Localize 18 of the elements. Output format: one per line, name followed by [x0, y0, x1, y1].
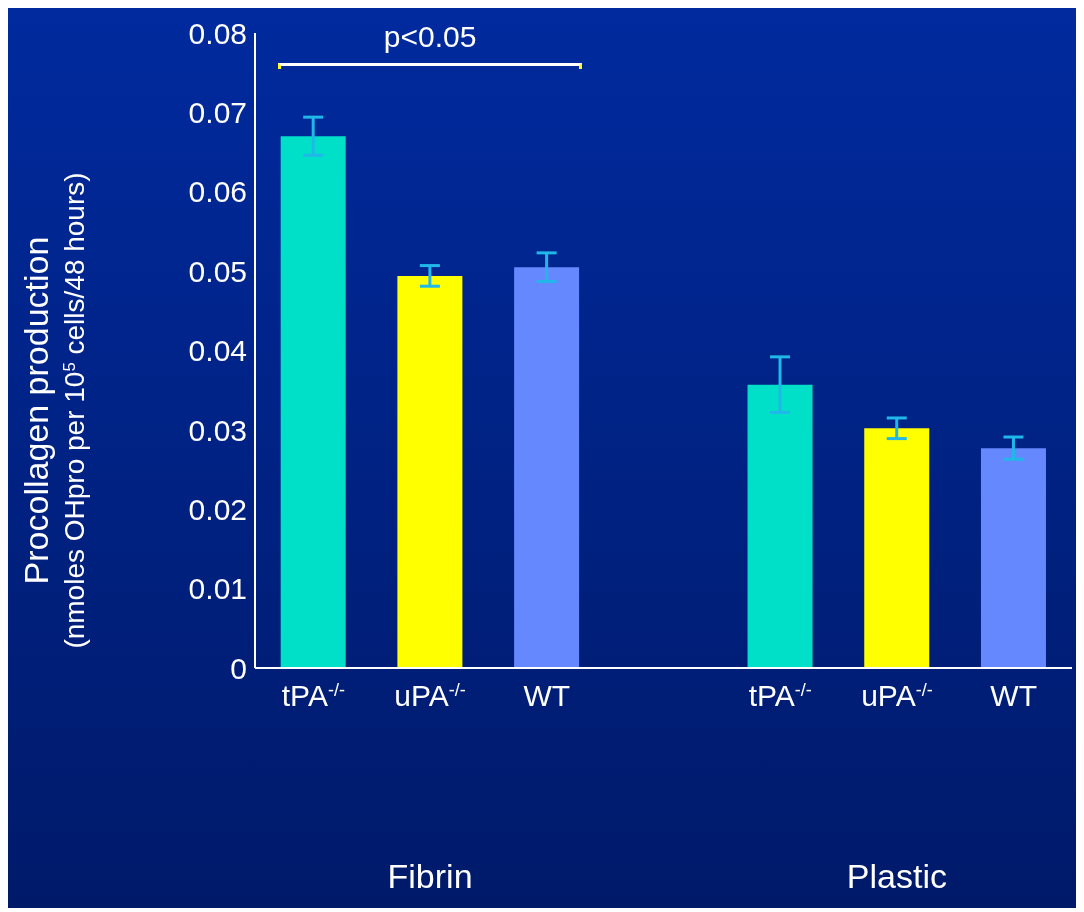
- y-tick-label: 0.06: [188, 175, 247, 209]
- text: Fibrin: [387, 857, 473, 895]
- y-tick-label: 0.02: [188, 492, 247, 526]
- y-tick-label: 0.08: [188, 16, 247, 50]
- x-tick-label: tPA$^{-/-}$: [281, 679, 345, 712]
- x-tick-label: WT: [523, 679, 571, 712]
- y-tick-label: 0.07: [188, 96, 247, 130]
- y-tick-label: 0: [230, 651, 247, 685]
- annotation: p<0.05: [383, 20, 477, 53]
- x-tick-label: tPA$^{-/-}$: [748, 679, 812, 712]
- y-tick-label: 0.03: [188, 413, 247, 447]
- x-tick-label: uPA$^{-/-}$: [861, 679, 933, 712]
- x-tick-label: uPA$^{-/-}$: [394, 679, 466, 712]
- x-tick-label: WT: [990, 679, 1037, 712]
- y-tick-label: 0.01: [188, 572, 247, 606]
- y-tick-label: 0.04: [188, 334, 247, 368]
- text: Plastic: [846, 857, 947, 895]
- y-tick-label: 0.05: [188, 254, 247, 288]
